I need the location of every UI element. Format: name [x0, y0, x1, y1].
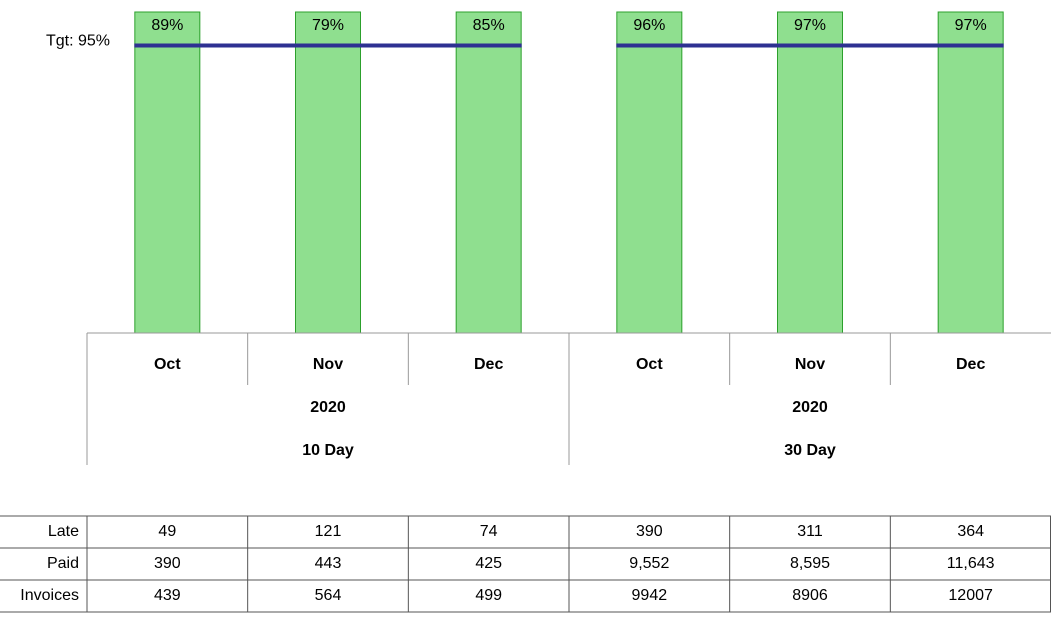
row-label: Invoices — [20, 587, 79, 604]
table-cell: 121 — [315, 523, 342, 540]
table-cell: 390 — [154, 555, 181, 572]
table-cell: 311 — [797, 523, 823, 540]
bar-segment — [937, 11, 1004, 334]
table-cell: 499 — [475, 587, 502, 604]
table-cell: 425 — [475, 555, 502, 572]
table-cell: 49 — [158, 523, 176, 540]
category-label: Nov — [795, 356, 825, 373]
table-cell: 12007 — [948, 587, 993, 604]
year-label: 2020 — [310, 399, 346, 416]
table-cell: 364 — [957, 523, 984, 540]
table-cell: 8906 — [792, 587, 828, 604]
data-label: 97% — [955, 17, 987, 34]
row-label: Paid — [47, 555, 79, 572]
table-cell: 74 — [480, 523, 498, 540]
bar-segment — [455, 11, 522, 334]
row-label: Late — [48, 523, 79, 540]
table-cell: 443 — [315, 555, 342, 572]
category-label: Oct — [636, 356, 663, 373]
category-label: Dec — [956, 356, 985, 373]
year-label: 2020 — [792, 399, 828, 416]
category-label: Nov — [313, 356, 343, 373]
bar-segment — [616, 11, 683, 334]
data-label: 89% — [151, 17, 183, 34]
table-cell: 564 — [315, 587, 342, 604]
table-cell: 11,643 — [947, 555, 995, 572]
data-label: 79% — [312, 17, 344, 34]
category-label: Dec — [474, 356, 503, 373]
bar-segment — [134, 11, 201, 334]
category-label: Oct — [154, 356, 181, 373]
table-cell: 9,552 — [629, 555, 669, 572]
group-label: 10 Day — [302, 442, 354, 459]
bar-segment — [777, 11, 843, 334]
data-label: 85% — [473, 17, 505, 34]
table-cell: 390 — [636, 523, 663, 540]
table-cell: 9942 — [632, 587, 668, 604]
group-label: 30 Day — [784, 442, 836, 459]
data-label: 96% — [633, 17, 665, 34]
table-cell: 8,595 — [790, 555, 830, 572]
bar-segment — [295, 11, 361, 334]
table-cell: 439 — [154, 587, 181, 604]
data-label: 97% — [794, 17, 826, 34]
target-label: Tgt: 95% — [46, 33, 110, 50]
